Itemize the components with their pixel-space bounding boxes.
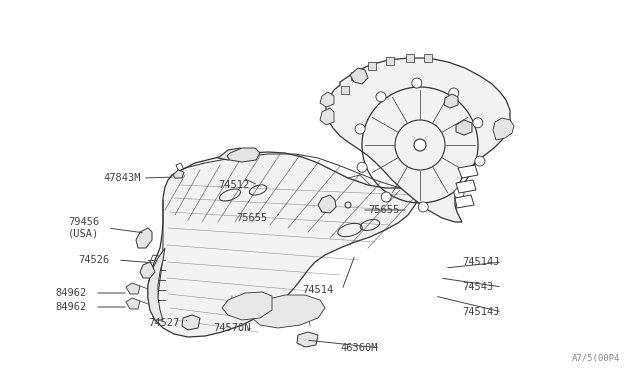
Polygon shape <box>341 86 349 94</box>
Circle shape <box>355 124 365 134</box>
Text: 74512: 74512 <box>218 180 249 190</box>
Polygon shape <box>252 295 325 328</box>
Polygon shape <box>126 283 140 294</box>
Text: 74526: 74526 <box>78 255 109 265</box>
Polygon shape <box>455 195 474 208</box>
Polygon shape <box>182 315 200 330</box>
Polygon shape <box>456 120 472 135</box>
Circle shape <box>412 78 422 88</box>
Text: 47843M: 47843M <box>103 173 141 183</box>
Polygon shape <box>350 68 368 84</box>
Circle shape <box>475 156 485 166</box>
Text: 75655: 75655 <box>236 213 268 223</box>
Text: 46360M: 46360M <box>340 343 378 353</box>
Polygon shape <box>386 57 394 65</box>
Text: 74570N: 74570N <box>213 323 250 333</box>
Polygon shape <box>424 54 432 62</box>
Polygon shape <box>136 228 152 248</box>
Polygon shape <box>222 292 272 320</box>
Polygon shape <box>326 58 510 222</box>
Text: 75655: 75655 <box>368 205 399 215</box>
Text: 74514: 74514 <box>302 285 333 295</box>
Circle shape <box>381 192 391 202</box>
Polygon shape <box>227 148 260 162</box>
Polygon shape <box>126 298 140 309</box>
Polygon shape <box>320 108 334 125</box>
Text: 74514J: 74514J <box>462 307 499 317</box>
Text: A7/5(00P4: A7/5(00P4 <box>572 353 620 362</box>
Polygon shape <box>218 148 245 160</box>
Circle shape <box>454 188 464 198</box>
Polygon shape <box>140 262 155 278</box>
Text: 74514J: 74514J <box>462 257 499 267</box>
Polygon shape <box>368 62 376 70</box>
Circle shape <box>473 118 483 128</box>
Polygon shape <box>351 72 359 80</box>
Polygon shape <box>493 118 514 140</box>
Text: 84962: 84962 <box>55 288 86 298</box>
Circle shape <box>449 88 459 98</box>
Circle shape <box>376 92 386 102</box>
Polygon shape <box>173 170 184 178</box>
Polygon shape <box>456 180 476 193</box>
Polygon shape <box>444 94 458 108</box>
Text: 84962: 84962 <box>55 302 86 312</box>
Text: 74543: 74543 <box>462 282 493 292</box>
Polygon shape <box>458 165 478 178</box>
Polygon shape <box>406 54 414 62</box>
Circle shape <box>419 202 428 212</box>
Circle shape <box>414 139 426 151</box>
Polygon shape <box>148 152 422 337</box>
Polygon shape <box>320 92 334 107</box>
Polygon shape <box>297 332 318 347</box>
Text: 79456
(USA): 79456 (USA) <box>68 217 99 239</box>
Circle shape <box>357 162 367 172</box>
Text: 74527: 74527 <box>148 318 179 328</box>
Polygon shape <box>148 248 165 320</box>
Polygon shape <box>318 195 336 213</box>
